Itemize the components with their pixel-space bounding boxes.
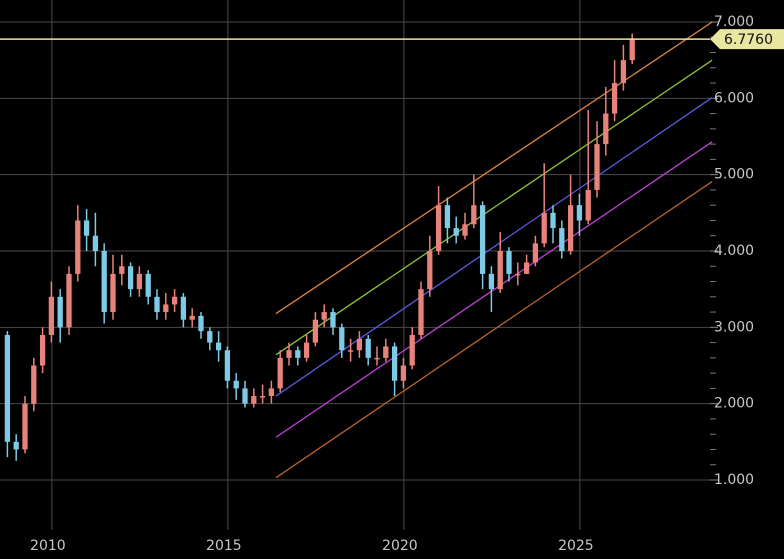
channel-line — [275, 97, 713, 397]
candle-body — [523, 262, 530, 274]
candle-body — [347, 350, 354, 352]
candle-body — [620, 60, 627, 84]
candle-body — [189, 315, 195, 320]
candle-body — [330, 312, 336, 328]
candle-body — [365, 338, 371, 358]
candle-body — [277, 357, 283, 389]
candle-body — [75, 220, 81, 274]
candle-body — [427, 250, 433, 290]
candle-body — [611, 83, 618, 114]
candle-body — [497, 250, 503, 290]
candle-body — [198, 315, 204, 332]
candle-body — [127, 266, 134, 290]
candle-body — [356, 338, 363, 351]
candle-body — [145, 273, 151, 297]
y-tick-label: 7.000 — [714, 14, 754, 30]
candle-body — [453, 228, 459, 236]
candle-body — [409, 334, 415, 366]
candle-body — [233, 380, 239, 389]
candle-body — [39, 334, 46, 366]
candle-body — [488, 273, 495, 290]
candle-body — [471, 205, 477, 225]
candle-body — [374, 357, 380, 360]
candle-body — [31, 365, 37, 404]
price-tag-label: 6.7760 — [724, 32, 773, 48]
candle-body — [418, 289, 424, 335]
candle-body — [479, 205, 486, 274]
channel-line — [275, 180, 713, 479]
candle-body — [57, 296, 63, 328]
candle-body — [550, 212, 556, 229]
x-tick-label: 2015 — [206, 538, 242, 554]
price-tag — [710, 29, 784, 50]
candle-body — [180, 296, 187, 320]
candle-body — [110, 273, 116, 313]
candle-body — [154, 296, 160, 313]
candle-body — [22, 403, 28, 450]
candle-body — [83, 220, 90, 236]
candle-body — [576, 205, 583, 221]
candle-body — [4, 334, 11, 442]
x-tick-label: 2020 — [382, 538, 418, 554]
candle-body — [603, 113, 609, 145]
channel-line — [275, 59, 713, 356]
candle-body — [559, 228, 565, 251]
candle-body — [567, 205, 574, 251]
candle-body — [171, 296, 178, 305]
candle-body — [303, 342, 310, 358]
candle-body — [435, 205, 442, 251]
candle-body — [215, 342, 222, 351]
candle-body — [251, 396, 257, 404]
candle-body — [462, 224, 468, 236]
x-tick-label: 2010 — [30, 538, 66, 554]
candle-body — [48, 296, 55, 335]
candle-body — [136, 273, 143, 290]
candle-body — [383, 346, 389, 358]
candle-body — [207, 331, 213, 343]
candle-body — [259, 396, 266, 398]
candle-body — [629, 39, 635, 61]
y-tick-label: 1.000 — [714, 472, 754, 488]
candle-body — [268, 388, 275, 397]
y-tick-label: 6.000 — [714, 90, 754, 106]
candle-body — [339, 327, 345, 351]
candle-body — [286, 350, 292, 358]
candle-body — [515, 273, 521, 276]
candle-body — [312, 319, 319, 343]
candle-body — [92, 235, 99, 251]
candle-body — [594, 144, 600, 190]
candle-body — [295, 350, 301, 358]
candle-body — [506, 250, 512, 274]
candle-body — [321, 312, 327, 320]
candle-body — [532, 243, 539, 263]
candle-body — [101, 250, 107, 313]
y-tick-label: 2.000 — [714, 396, 754, 412]
x-tick-label: 2025 — [558, 538, 594, 554]
channel-line — [275, 21, 713, 315]
candle-body — [391, 346, 398, 381]
candle-body — [444, 205, 451, 229]
y-tick-label: 5.000 — [714, 167, 754, 183]
candle-body — [66, 273, 72, 328]
candle-body — [242, 388, 248, 404]
candle-body — [585, 189, 591, 221]
candle-body — [163, 304, 169, 313]
y-tick-label: 4.000 — [714, 243, 754, 259]
candle-body — [13, 441, 19, 450]
candle-body — [224, 350, 231, 381]
y-tick-label: 3.000 — [714, 319, 754, 335]
candle-body — [400, 365, 407, 381]
candle-body — [119, 266, 125, 274]
candle-body — [541, 212, 547, 244]
channel-line — [275, 141, 713, 438]
